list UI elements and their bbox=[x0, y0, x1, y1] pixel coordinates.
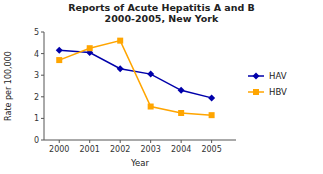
x-tick-label: 2002 bbox=[110, 145, 130, 154]
y-tick bbox=[41, 53, 44, 54]
legend-label: HAV bbox=[269, 71, 287, 81]
chart: Reports of Acute Hepatitis A and B2000-2… bbox=[0, 0, 323, 174]
legend-marker bbox=[253, 73, 260, 80]
legend-label: HBV bbox=[269, 87, 287, 97]
y-tick bbox=[41, 140, 44, 141]
point bbox=[117, 65, 124, 72]
point bbox=[178, 110, 184, 116]
y-tick-label: 4 bbox=[34, 50, 39, 59]
title-line: Reports of Acute Hepatitis A and B bbox=[68, 2, 255, 13]
x-tick-label: 2004 bbox=[171, 145, 191, 154]
plot-area bbox=[56, 38, 215, 119]
y-axis-line bbox=[44, 32, 45, 140]
x-tick-label: 2001 bbox=[80, 145, 100, 154]
x-tick-label: 2003 bbox=[140, 145, 160, 154]
x-axis-label: Year bbox=[130, 158, 150, 168]
chart-container: Reports of Acute Hepatitis A and B2000-2… bbox=[0, 0, 323, 174]
x-tick bbox=[181, 140, 182, 143]
point bbox=[208, 94, 215, 101]
y-tick-label: 2 bbox=[34, 93, 39, 102]
x-tick-label: 2000 bbox=[49, 145, 69, 154]
point bbox=[209, 112, 215, 118]
y-tick-label: 3 bbox=[34, 71, 39, 80]
y-tick-label: 5 bbox=[34, 28, 39, 37]
y-tick bbox=[41, 96, 44, 97]
point bbox=[87, 45, 93, 51]
y-tick-label: 0 bbox=[34, 136, 39, 145]
legend-marker bbox=[253, 89, 259, 95]
point bbox=[56, 57, 62, 63]
y-tick bbox=[41, 75, 44, 76]
y-tick-label: 1 bbox=[34, 114, 39, 123]
x-tick bbox=[150, 140, 151, 143]
x-tick bbox=[59, 140, 60, 143]
title: Reports of Acute Hepatitis A and B2000-2… bbox=[68, 2, 255, 24]
point bbox=[117, 38, 123, 44]
point bbox=[147, 71, 154, 78]
x-tick bbox=[120, 140, 121, 143]
point bbox=[56, 47, 63, 54]
x-axis-line bbox=[44, 140, 236, 141]
x-tick bbox=[89, 140, 90, 143]
series-line bbox=[59, 41, 211, 116]
point bbox=[178, 87, 185, 94]
y-axis-label: Rate per 100,000 bbox=[4, 51, 13, 121]
point bbox=[148, 104, 154, 110]
x-tick bbox=[211, 140, 212, 143]
title-line: 2000-2005, New York bbox=[105, 13, 219, 24]
y-tick bbox=[41, 32, 44, 33]
x-tick-label: 2005 bbox=[201, 145, 221, 154]
y-tick bbox=[41, 118, 44, 119]
legend: HAV HBV bbox=[248, 71, 287, 97]
